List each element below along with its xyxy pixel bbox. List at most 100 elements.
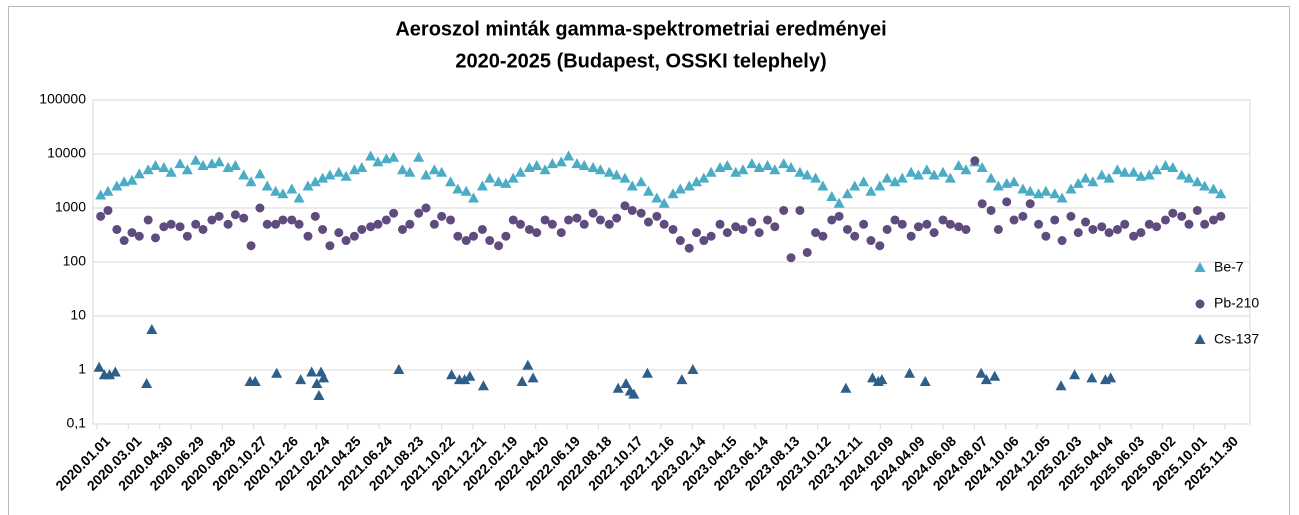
data-point: [119, 236, 129, 246]
data-point: [191, 219, 201, 229]
data-point: [874, 180, 886, 191]
data-point: [127, 228, 137, 238]
data-point: [102, 185, 114, 196]
chart-title: Aeroszol minták gamma-spektrometriai ere…: [395, 18, 886, 40]
data-point: [683, 180, 695, 191]
data-point: [317, 172, 329, 183]
data-point: [539, 164, 551, 175]
data-point: [229, 159, 241, 170]
data-point: [238, 169, 250, 180]
data-point: [446, 369, 458, 380]
data-point: [398, 224, 407, 234]
data-point: [459, 374, 471, 385]
data-point: [158, 162, 170, 173]
data-point: [357, 224, 367, 234]
data-point: [460, 185, 472, 196]
data-point: [295, 374, 307, 385]
data-point: [104, 369, 116, 380]
data-point: [1008, 176, 1020, 187]
y-tick-label: 0,1: [67, 415, 87, 431]
data-point: [1065, 183, 1077, 194]
data-point: [1055, 380, 1067, 391]
data-point: [1017, 183, 1029, 194]
data-point: [896, 172, 908, 183]
data-point: [313, 390, 325, 401]
data-point: [1024, 185, 1036, 196]
data-point: [1056, 192, 1068, 203]
data-point: [468, 192, 480, 203]
data-point: [437, 211, 447, 221]
data-point: [318, 372, 330, 383]
data-point: [572, 213, 582, 223]
data-point: [587, 162, 599, 173]
data-point: [603, 166, 615, 177]
data-point: [421, 203, 431, 213]
data-point: [293, 192, 305, 203]
data-point: [953, 159, 965, 170]
data-point: [865, 185, 877, 196]
data-point: [706, 231, 716, 241]
data-point: [944, 172, 956, 183]
data-point: [165, 166, 177, 177]
data-point: [961, 224, 971, 234]
data-point: [278, 215, 288, 225]
data-point: [818, 231, 828, 241]
data-point: [778, 158, 790, 169]
data-point: [794, 166, 806, 177]
data-point: [628, 388, 640, 399]
data-point: [340, 170, 352, 181]
data-point: [612, 213, 622, 223]
data-point: [349, 231, 359, 241]
data-point: [476, 180, 488, 191]
data-point: [1191, 176, 1203, 187]
data-point: [469, 231, 479, 241]
data-point: [1151, 164, 1163, 175]
data-point: [564, 215, 574, 225]
data-point: [93, 361, 105, 372]
data-point: [976, 162, 988, 173]
data-point: [770, 222, 780, 232]
data-point: [779, 205, 789, 215]
data-point: [866, 236, 876, 246]
data-point: [207, 215, 217, 225]
data-point: [722, 228, 732, 238]
data-point: [262, 219, 272, 229]
data-point: [142, 164, 154, 175]
data-point: [397, 164, 408, 175]
data-point: [659, 219, 669, 229]
data-point: [96, 211, 106, 221]
data-point: [182, 231, 192, 241]
data-point: [977, 199, 987, 209]
data-point: [414, 208, 424, 218]
data-point: [294, 219, 304, 229]
data-point: [786, 253, 796, 263]
data-point: [500, 177, 512, 188]
data-point: [494, 241, 504, 251]
data-point: [1066, 211, 1076, 221]
data-point: [1040, 185, 1052, 196]
data-point: [1215, 188, 1227, 199]
data-point: [303, 231, 313, 241]
data-point: [867, 372, 878, 383]
data-point: [747, 217, 757, 227]
data-point: [1216, 211, 1226, 221]
data-point: [277, 188, 289, 199]
data-point: [1018, 211, 1028, 221]
data-point: [527, 372, 539, 383]
data-point: [1086, 372, 1098, 383]
data-point: [738, 224, 748, 234]
data-point: [1103, 172, 1115, 183]
data-point: [1057, 236, 1067, 246]
data-point: [452, 183, 464, 194]
data-point: [555, 156, 567, 167]
data-point: [1111, 164, 1123, 175]
legend-marker: [1195, 299, 1205, 309]
data-point: [1081, 217, 1091, 227]
data-point: [850, 231, 860, 241]
data-point: [373, 219, 383, 229]
data-point: [1192, 205, 1202, 215]
data-point: [453, 231, 463, 241]
data-point: [684, 243, 694, 253]
data-point: [1135, 170, 1147, 181]
data-point: [1104, 228, 1114, 238]
